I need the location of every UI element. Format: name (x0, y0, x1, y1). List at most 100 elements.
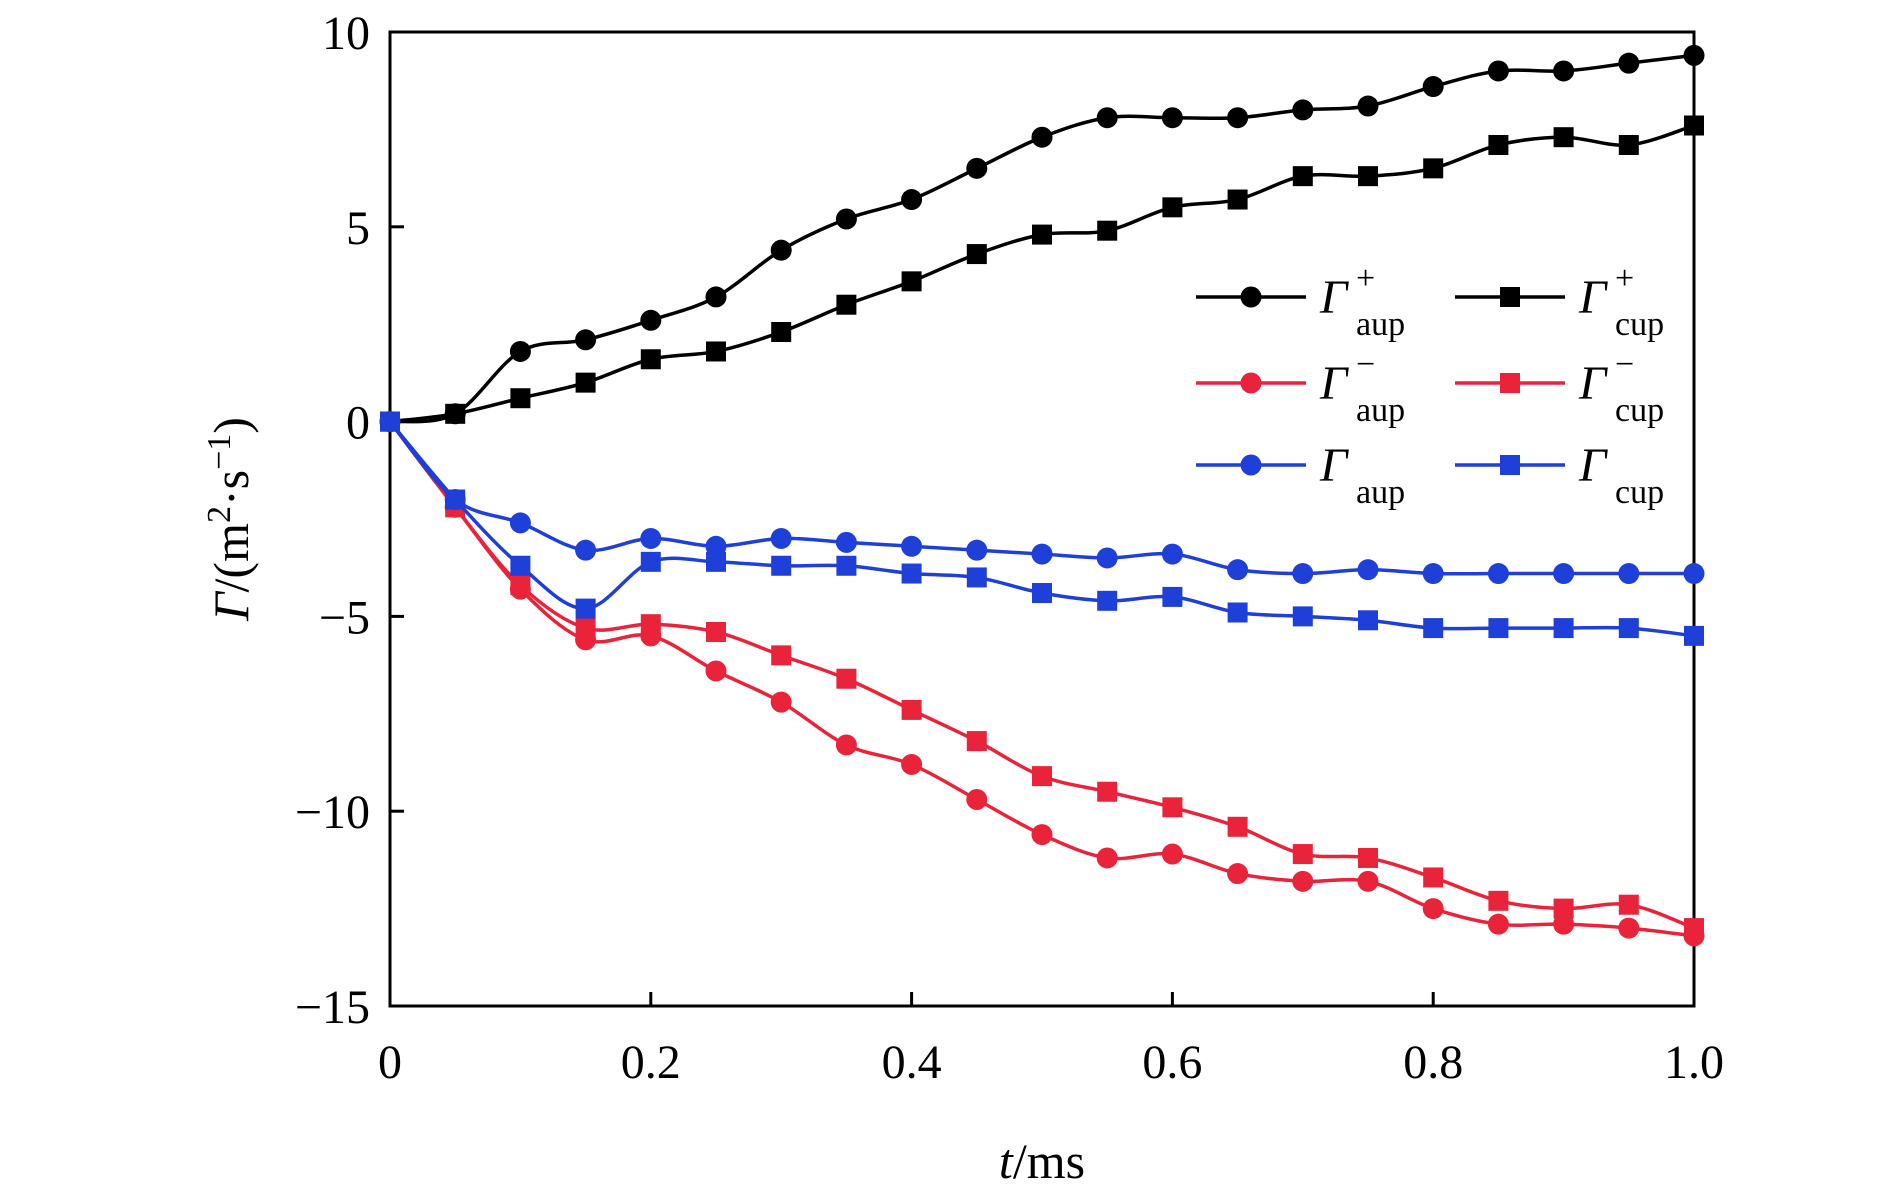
data-point (1618, 134, 1639, 155)
legend-marker (1500, 287, 1520, 307)
data-point (1553, 60, 1575, 82)
legend-marker (1240, 454, 1262, 476)
data-point (510, 555, 531, 576)
data-point (1684, 625, 1704, 646)
data-point (1227, 189, 1248, 210)
data-point (901, 699, 922, 720)
data-point (445, 489, 466, 510)
legend-label: Γcup (1578, 439, 1664, 511)
data-point (1032, 766, 1052, 787)
data-point (1487, 913, 1509, 935)
data-point (835, 734, 857, 756)
data-point (771, 321, 792, 342)
legend-label: Γaup (1319, 439, 1405, 511)
data-point (509, 340, 531, 362)
data-point (901, 271, 922, 292)
data-point (770, 691, 792, 713)
data-point (380, 411, 400, 432)
data-point (770, 239, 792, 261)
data-point (1618, 563, 1640, 585)
data-point (706, 341, 726, 362)
data-point (966, 539, 988, 561)
data-point (1292, 99, 1314, 121)
legend-marker (1240, 372, 1262, 394)
data-point (966, 244, 987, 265)
data-point (901, 753, 923, 775)
data-point (1358, 610, 1378, 631)
plot-frame (388, 30, 1696, 1008)
data-point (640, 614, 661, 635)
x-tick-label: 0.4 (882, 1036, 942, 1089)
data-point (1553, 563, 1575, 585)
series-2 (379, 411, 1705, 947)
data-point (836, 294, 857, 315)
data-point (1488, 890, 1509, 911)
x-tick-label: 0.8 (1403, 1036, 1463, 1089)
data-point (1553, 913, 1575, 935)
data-point (1358, 847, 1378, 868)
x-tick-label: 0.2 (621, 1036, 681, 1089)
data-point (1357, 559, 1379, 581)
data-point (1618, 618, 1639, 639)
data-point (640, 551, 661, 572)
x-tick-label: 1.0 (1664, 1036, 1724, 1089)
legend-entry: Γ − aup (1196, 346, 1405, 429)
x-axis-title: t/ms (999, 1133, 1085, 1189)
y-tick-label: −15 (295, 981, 370, 1034)
data-point (445, 403, 466, 424)
data-point (1161, 543, 1183, 565)
data-point (771, 555, 792, 576)
legend-marker (1500, 373, 1520, 393)
data-point (1032, 224, 1052, 245)
data-point (901, 189, 923, 211)
data-point (575, 372, 596, 393)
y-tick-label: −5 (319, 591, 370, 644)
data-point (901, 563, 922, 584)
data-point (1618, 52, 1640, 74)
data-point (1618, 917, 1640, 939)
data-point (966, 789, 988, 811)
legend-marker (1240, 286, 1262, 308)
data-point (1227, 559, 1249, 581)
series-line (388, 420, 1695, 938)
legend-marker (1500, 455, 1520, 475)
data-point (966, 157, 988, 179)
data-point (705, 535, 727, 557)
data-point (1097, 590, 1118, 611)
data-point (1292, 606, 1313, 627)
data-point (1227, 107, 1249, 129)
data-point (1097, 781, 1118, 802)
data-point (1227, 602, 1248, 623)
data-point (1097, 220, 1118, 241)
y-tick-label: 10 (322, 7, 370, 60)
data-point (1292, 870, 1314, 892)
data-point (1162, 586, 1183, 607)
series-3 (380, 411, 1704, 939)
y-tick-label: 0 (346, 397, 370, 450)
data-point (1422, 563, 1444, 585)
data-point (705, 660, 727, 682)
data-point (835, 208, 857, 230)
series-line (388, 420, 1695, 930)
data-point (1422, 898, 1444, 920)
data-point (836, 555, 857, 576)
legend-label: Γ + cup (1578, 260, 1664, 343)
legend-entry: Γ + aup (1196, 260, 1405, 343)
y-tick-label: −10 (295, 786, 370, 839)
y-axis-title: Γ/(m2·s−1) (201, 417, 259, 622)
data-point (640, 349, 661, 370)
legend-label: Γ + aup (1319, 260, 1405, 343)
data-point (1357, 95, 1379, 117)
data-point (1488, 134, 1509, 155)
data-point (1162, 797, 1183, 818)
data-point (1227, 816, 1248, 837)
series-5 (380, 411, 1704, 646)
legend-label: Γ − cup (1578, 346, 1664, 429)
legend: Γ + aup Γ + cup Γ − aup Γ − cup Γaup Γcup (1196, 260, 1664, 511)
data-point (1031, 543, 1053, 565)
data-point (1096, 547, 1118, 569)
data-point (575, 539, 597, 561)
data-point (1684, 918, 1704, 939)
data-point (1618, 894, 1639, 915)
data-point (509, 512, 531, 534)
